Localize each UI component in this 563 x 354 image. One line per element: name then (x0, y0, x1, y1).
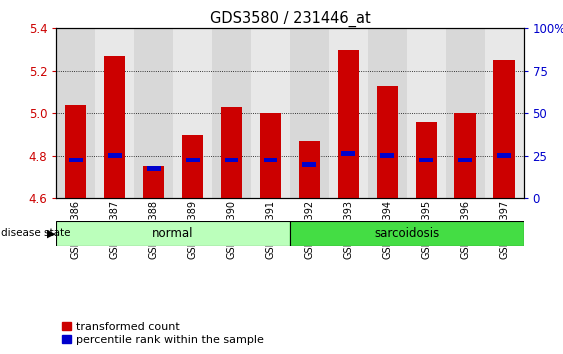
Bar (225, 158, 239, 162)
Bar (263, 158, 278, 162)
Bar (147, 166, 160, 171)
Bar (485, 28, 524, 198)
Bar (458, 158, 472, 162)
FancyBboxPatch shape (290, 221, 524, 246)
Text: normal: normal (153, 227, 194, 240)
Bar (212, 28, 251, 198)
Bar (173, 28, 212, 198)
Bar (251, 28, 290, 198)
Text: sarcoidosis: sarcoidosis (374, 227, 439, 240)
Bar (497, 153, 511, 158)
Bar (493, 60, 515, 198)
Bar (377, 86, 398, 198)
Bar (260, 113, 281, 198)
Bar (95, 28, 134, 198)
Bar (381, 153, 394, 158)
Bar (143, 166, 164, 198)
Bar (415, 122, 437, 198)
Bar (406, 28, 446, 198)
Bar (108, 153, 122, 158)
Bar (338, 50, 359, 198)
Bar (104, 56, 126, 198)
Text: disease state: disease state (1, 228, 70, 238)
Bar (329, 28, 368, 198)
Bar (454, 113, 476, 198)
Bar (446, 28, 485, 198)
Bar (134, 28, 173, 198)
Text: ▶: ▶ (47, 228, 55, 238)
Bar (182, 135, 203, 198)
Legend: transformed count, percentile rank within the sample: transformed count, percentile rank withi… (62, 322, 264, 345)
Bar (69, 158, 83, 162)
FancyBboxPatch shape (56, 221, 290, 246)
Bar (56, 28, 95, 198)
Bar (186, 158, 199, 162)
Title: GDS3580 / 231446_at: GDS3580 / 231446_at (209, 11, 370, 27)
Bar (341, 151, 355, 156)
Bar (290, 28, 329, 198)
Bar (368, 28, 406, 198)
Bar (302, 162, 316, 167)
Bar (419, 158, 433, 162)
Bar (299, 141, 320, 198)
Bar (65, 105, 87, 198)
Bar (221, 107, 242, 198)
